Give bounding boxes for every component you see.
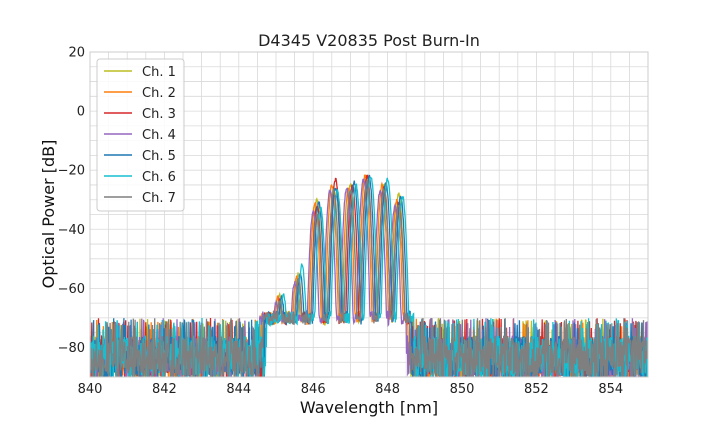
legend-label-ch1: Ch. 1: [142, 65, 176, 80]
x-tick-label: 850: [450, 382, 475, 397]
x-tick-label: 846: [301, 382, 326, 397]
y-axis-label: Optical Power [dB]: [39, 140, 58, 289]
x-tick-labels: 840 842 844 846 848 850 852 854: [78, 382, 624, 397]
x-tick-label: 842: [152, 382, 177, 397]
legend-label-ch5: Ch. 5: [142, 149, 176, 164]
y-tick-label: −80: [58, 341, 85, 356]
legend-label-ch7: Ch. 7: [142, 191, 176, 206]
legend: Ch. 1 Ch. 2 Ch. 3 Ch. 4 Ch. 5 Ch. 6 Ch. 7: [96, 58, 185, 212]
y-tick-label: −20: [58, 164, 85, 179]
x-tick-label: 852: [524, 382, 549, 397]
x-tick-label: 844: [226, 382, 251, 397]
y-tick-labels: 20 0 −20 −40 −60 −80: [58, 46, 85, 356]
series-line-ch7: [90, 180, 648, 377]
legend-label-ch4: Ch. 4: [142, 128, 176, 143]
x-tick-label: 840: [78, 382, 103, 397]
plot-frame: [89, 51, 649, 378]
x-tick-label: 848: [375, 382, 400, 397]
y-tick-label: 0: [77, 105, 85, 120]
legend-label-ch3: Ch. 3: [142, 107, 176, 122]
y-tick-label: −40: [58, 223, 85, 238]
series-group: [90, 173, 648, 377]
x-axis-label: Wavelength [nm]: [300, 398, 438, 417]
chart-title: D4345 V20835 Post Burn-In: [258, 31, 480, 50]
y-tick-label: −60: [58, 282, 85, 297]
legend-label-ch2: Ch. 2: [142, 86, 176, 101]
legend-label-ch6: Ch. 6: [142, 170, 176, 185]
x-tick-label: 854: [598, 382, 623, 397]
y-tick-label: 20: [68, 46, 85, 61]
legend-box: [96, 58, 185, 212]
